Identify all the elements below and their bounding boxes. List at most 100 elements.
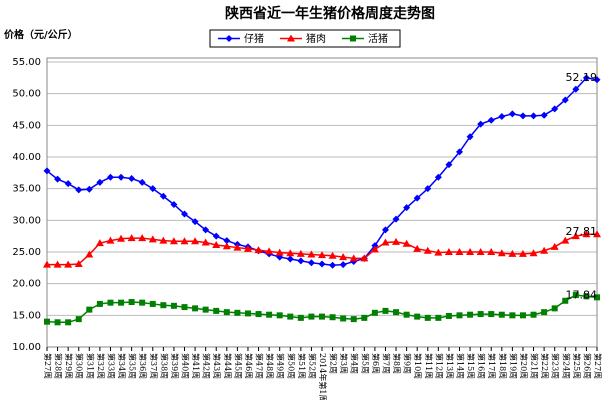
point [583, 293, 590, 300]
point [466, 133, 474, 141]
point [350, 316, 357, 323]
point [393, 309, 400, 316]
point [159, 236, 168, 244]
point [497, 249, 506, 257]
point [244, 310, 251, 317]
point [297, 257, 305, 265]
point [487, 248, 496, 255]
x-tick-label: 第22周 [540, 353, 550, 379]
x-tick-label: 第33周 [106, 353, 116, 379]
point [170, 302, 177, 309]
x-tick-label: 第2周 [329, 353, 339, 374]
y-tick-label: 50.00 [12, 89, 41, 100]
point [287, 34, 295, 42]
point [329, 261, 337, 269]
point [138, 178, 146, 186]
legend-label: 仔猪 [244, 33, 264, 45]
point [467, 311, 474, 318]
legend-label: 猪肉 [306, 32, 326, 45]
point [339, 261, 347, 269]
point [106, 173, 114, 181]
point [286, 249, 295, 257]
x-tick-label: 第20周 [519, 353, 529, 379]
point [508, 110, 516, 118]
point [107, 299, 114, 306]
point [477, 120, 485, 128]
x-tick-label: 第29周 [64, 353, 74, 379]
point [128, 299, 135, 306]
point [266, 311, 273, 318]
x-tick-label: 第46周 [244, 353, 254, 379]
point [286, 255, 294, 263]
point [139, 299, 146, 306]
point [561, 96, 569, 104]
legend-box [209, 29, 401, 48]
point [64, 180, 72, 188]
x-tick-label: 第42周 [202, 353, 212, 379]
x-tick-label: 第24周 [561, 353, 571, 379]
point [43, 260, 51, 268]
point [233, 243, 242, 251]
point [85, 250, 94, 258]
point [444, 248, 453, 255]
point [117, 234, 126, 242]
point [225, 35, 233, 42]
point [180, 237, 189, 245]
point [381, 238, 390, 246]
x-tick-label: 第51周 [297, 353, 307, 379]
point [254, 246, 263, 254]
x-tick-label: 第41周 [191, 353, 201, 379]
point [308, 313, 315, 320]
data-label: 52.19 [566, 71, 598, 84]
point [318, 260, 326, 268]
point [43, 167, 51, 175]
x-tick-label: 第39周 [170, 353, 180, 379]
point [192, 305, 199, 312]
point [423, 246, 432, 254]
point [191, 237, 200, 245]
point [572, 85, 580, 93]
point [339, 253, 348, 261]
point [149, 185, 157, 193]
y-tick-label: 15.00 [12, 310, 41, 321]
point [169, 237, 178, 245]
point [85, 185, 93, 193]
point [477, 311, 484, 318]
point [466, 248, 475, 255]
point [160, 302, 167, 309]
series-line [46, 77, 598, 267]
point [349, 254, 358, 262]
y-tick-label: 45.00 [12, 120, 41, 131]
point [159, 192, 167, 200]
data-label: 27.81 [566, 225, 598, 238]
point [54, 319, 61, 326]
point [392, 215, 400, 223]
point [191, 218, 199, 226]
point [582, 74, 590, 82]
x-tick-label: 第35周 [128, 353, 138, 379]
point [75, 186, 83, 194]
x-tick-label: 第48周 [265, 353, 275, 379]
x-tick-label: 第7周 [381, 353, 391, 374]
point [572, 292, 579, 299]
point [318, 251, 326, 259]
point [424, 314, 431, 321]
y-tick-label: 55.00 [12, 57, 41, 68]
point [106, 236, 115, 244]
x-tick-label: 第15周 [466, 353, 476, 379]
point [54, 175, 62, 183]
x-tick-label: 第13周 [445, 353, 455, 379]
point [64, 260, 73, 268]
point [96, 178, 104, 186]
chart-title: 陕西省近一年生猪价格周度走势图 [225, 5, 435, 22]
point [243, 244, 252, 252]
x-tick-label: 2014年第1周 [318, 353, 328, 400]
point [476, 248, 485, 255]
x-tick-label: 第28周 [54, 353, 64, 379]
point [530, 112, 538, 120]
y-tick-label: 35.00 [12, 184, 41, 195]
point [329, 314, 336, 321]
point [148, 235, 157, 243]
point [381, 226, 389, 234]
x-tick-label: 第11周 [424, 353, 434, 379]
